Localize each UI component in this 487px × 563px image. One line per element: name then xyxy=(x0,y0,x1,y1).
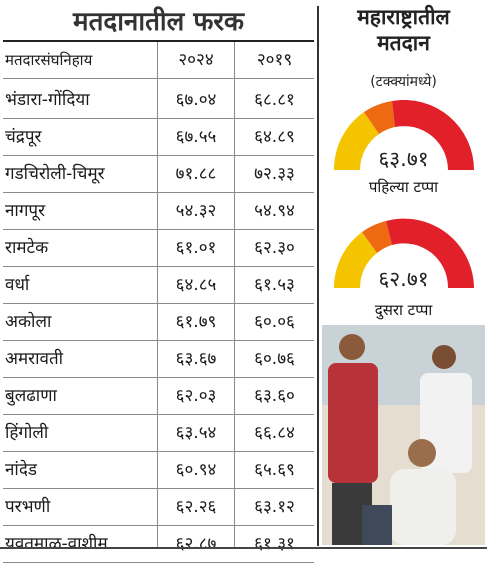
constituency-name: अकोला xyxy=(5,312,52,332)
value-2019: ६८.८१ xyxy=(254,90,295,110)
table-row: यवतमाळ-वाशीम ६२.८७ ६१.३१ xyxy=(3,526,314,563)
gauge-1-segment-orange xyxy=(364,101,395,134)
constituency-name: चंद्रपूर xyxy=(5,127,42,147)
table-row: नांदेड ६०.९४ ६५.६९ xyxy=(3,452,314,489)
value-2019: ६१.३१ xyxy=(254,534,295,554)
value-2024: ६२.८७ xyxy=(175,534,217,554)
value-2019: ६४.८९ xyxy=(254,127,295,147)
gauge-phase-2: ६२.७१ दुसरा टप्पा xyxy=(322,214,485,324)
gauge-phase-2-arc xyxy=(334,218,474,288)
man-left-red-shirt xyxy=(328,363,378,483)
gauge-phase-1-label: पहिल्या टप्पा xyxy=(368,178,439,196)
man-left-head xyxy=(339,334,365,360)
value-2024: ६१.०१ xyxy=(175,238,217,258)
table-row: रामटेक ६१.०१ ६२.३० xyxy=(3,230,314,267)
constituency-name: बुलढाणा xyxy=(5,386,57,406)
elderly-voter-head xyxy=(408,439,436,467)
table-row: हिंगोली ६३.५४ ६६.८४ xyxy=(3,415,314,452)
gauge-2-segment-yellow xyxy=(334,232,377,288)
table-row: बुलढाणा ६२.०३ ६३.६० xyxy=(3,378,314,415)
panel-title: महाराष्ट्रातील मतदान xyxy=(320,4,487,56)
maharashtra-voting-panel: महाराष्ट्रातील मतदान (टक्क्यांमध्ये) ६३.… xyxy=(320,0,487,553)
constituency-name: गडचिरोली-चिमूर xyxy=(5,164,105,184)
table-row: परभणी ६२.२६ ६३.१२ xyxy=(3,489,314,526)
value-2024: ६०.९४ xyxy=(175,460,217,480)
panel-title-line2: मतदान xyxy=(377,31,430,55)
value-2019: ६०.७६ xyxy=(254,349,295,369)
table-header-row: मतदारसंघनिहाय २०२४ २०१९ xyxy=(3,42,314,79)
wheelchair-part xyxy=(362,505,392,545)
value-2024: ६७.५५ xyxy=(175,127,217,147)
gauge-phase-2-label: दुसरा टप्पा xyxy=(374,301,433,319)
header-2019: २०१९ xyxy=(256,50,293,70)
value-2019: ६५.६९ xyxy=(254,460,295,480)
gauge-1-segment-yellow xyxy=(333,112,379,170)
value-2024: ५४.३२ xyxy=(175,201,217,221)
man-right-head xyxy=(432,345,456,369)
voting-table: मतदारसंघनिहाय २०२४ २०१९ भंडारा-गोंदिया ६७… xyxy=(3,40,314,563)
value-2019: ६३.१२ xyxy=(254,497,295,517)
value-2024: ६३.६७ xyxy=(175,349,217,369)
header-constituency: मतदारसंघनिहाय xyxy=(5,51,93,69)
constituency-name: हिंगोली xyxy=(5,423,49,443)
value-2024: ६४.८५ xyxy=(175,275,217,295)
value-2024: ६३.५४ xyxy=(175,423,217,443)
value-2024: ६२.०३ xyxy=(175,386,217,406)
constituency-name: नांदेड xyxy=(5,460,37,480)
table-title: मतदानातील फरक xyxy=(73,7,244,37)
gauge-phase-2-value: ६२.७१ xyxy=(378,267,429,291)
table-row: वर्धा ६४.८५ ६१.५३ xyxy=(3,267,314,304)
table-row: अमरावती ६३.६७ ६०.७६ xyxy=(3,341,314,378)
value-2019: ६०.०६ xyxy=(254,312,295,332)
constituency-name: नागपूर xyxy=(5,201,46,221)
table-row: गडचिरोली-चिमूर ७१.८८ ७२.३३ xyxy=(3,156,314,193)
value-2019: ६३.६० xyxy=(254,386,295,406)
gauge-1-segment-red xyxy=(392,99,474,170)
photo-of-voters xyxy=(322,325,485,545)
gauge-phase-1: ६३.७१ पहिल्या टप्पा xyxy=(322,99,485,210)
column-divider xyxy=(234,42,235,547)
value-2024: ६७.०४ xyxy=(175,90,217,110)
panel-title-line1: महाराष्ट्रातील xyxy=(357,5,450,29)
voting-difference-table-section: मतदानातील फरक मतदारसंघनिहाय २०२४ २०१९ भं… xyxy=(3,7,314,563)
constituency-name: अमरावती xyxy=(5,349,64,369)
gauge-phase-1-arc xyxy=(333,99,474,170)
elderly-voter-white-saree xyxy=(390,469,456,545)
value-2019: ६६.८४ xyxy=(254,423,295,443)
column-divider xyxy=(157,42,158,547)
header-2024: २०२४ xyxy=(178,50,214,70)
constituency-name: भंडारा-गोंदिया xyxy=(5,90,90,110)
value-2019: ७२.३३ xyxy=(254,164,295,184)
value-2019: ६२.३० xyxy=(254,238,295,258)
bottom-rule xyxy=(0,547,487,549)
constituency-name: वर्धा xyxy=(5,275,30,295)
constituency-name: यवतमाळ-वाशीम xyxy=(5,534,108,554)
gauge-2-segment-orange xyxy=(362,221,392,253)
value-2024: ६२.२६ xyxy=(175,497,217,517)
table-row: चंद्रपूर ६७.५५ ६४.८९ xyxy=(3,119,314,156)
value-2024: ७१.८८ xyxy=(175,164,217,184)
panel-subtitle: (टक्क्यांमध्ये) xyxy=(370,74,437,90)
value-2024: ६१.७९ xyxy=(175,312,217,332)
value-2019: ६१.५३ xyxy=(254,275,295,295)
table-row: नागपूर ५४.३२ ५४.९४ xyxy=(3,193,314,230)
constituency-name: परभणी xyxy=(5,497,51,517)
gauge-2-segment-red xyxy=(386,218,474,288)
table-row: अकोला ६१.७९ ६०.०६ xyxy=(3,304,314,341)
table-row: भंडारा-गोंदिया ६७.०४ ६८.८१ xyxy=(3,82,314,119)
gauge-phase-1-value: ६३.७१ xyxy=(378,147,429,171)
vertical-divider xyxy=(317,6,319,546)
voters-photo-illustration xyxy=(322,325,485,545)
value-2019: ५४.९४ xyxy=(254,201,295,221)
constituency-name: रामटेक xyxy=(5,238,49,258)
